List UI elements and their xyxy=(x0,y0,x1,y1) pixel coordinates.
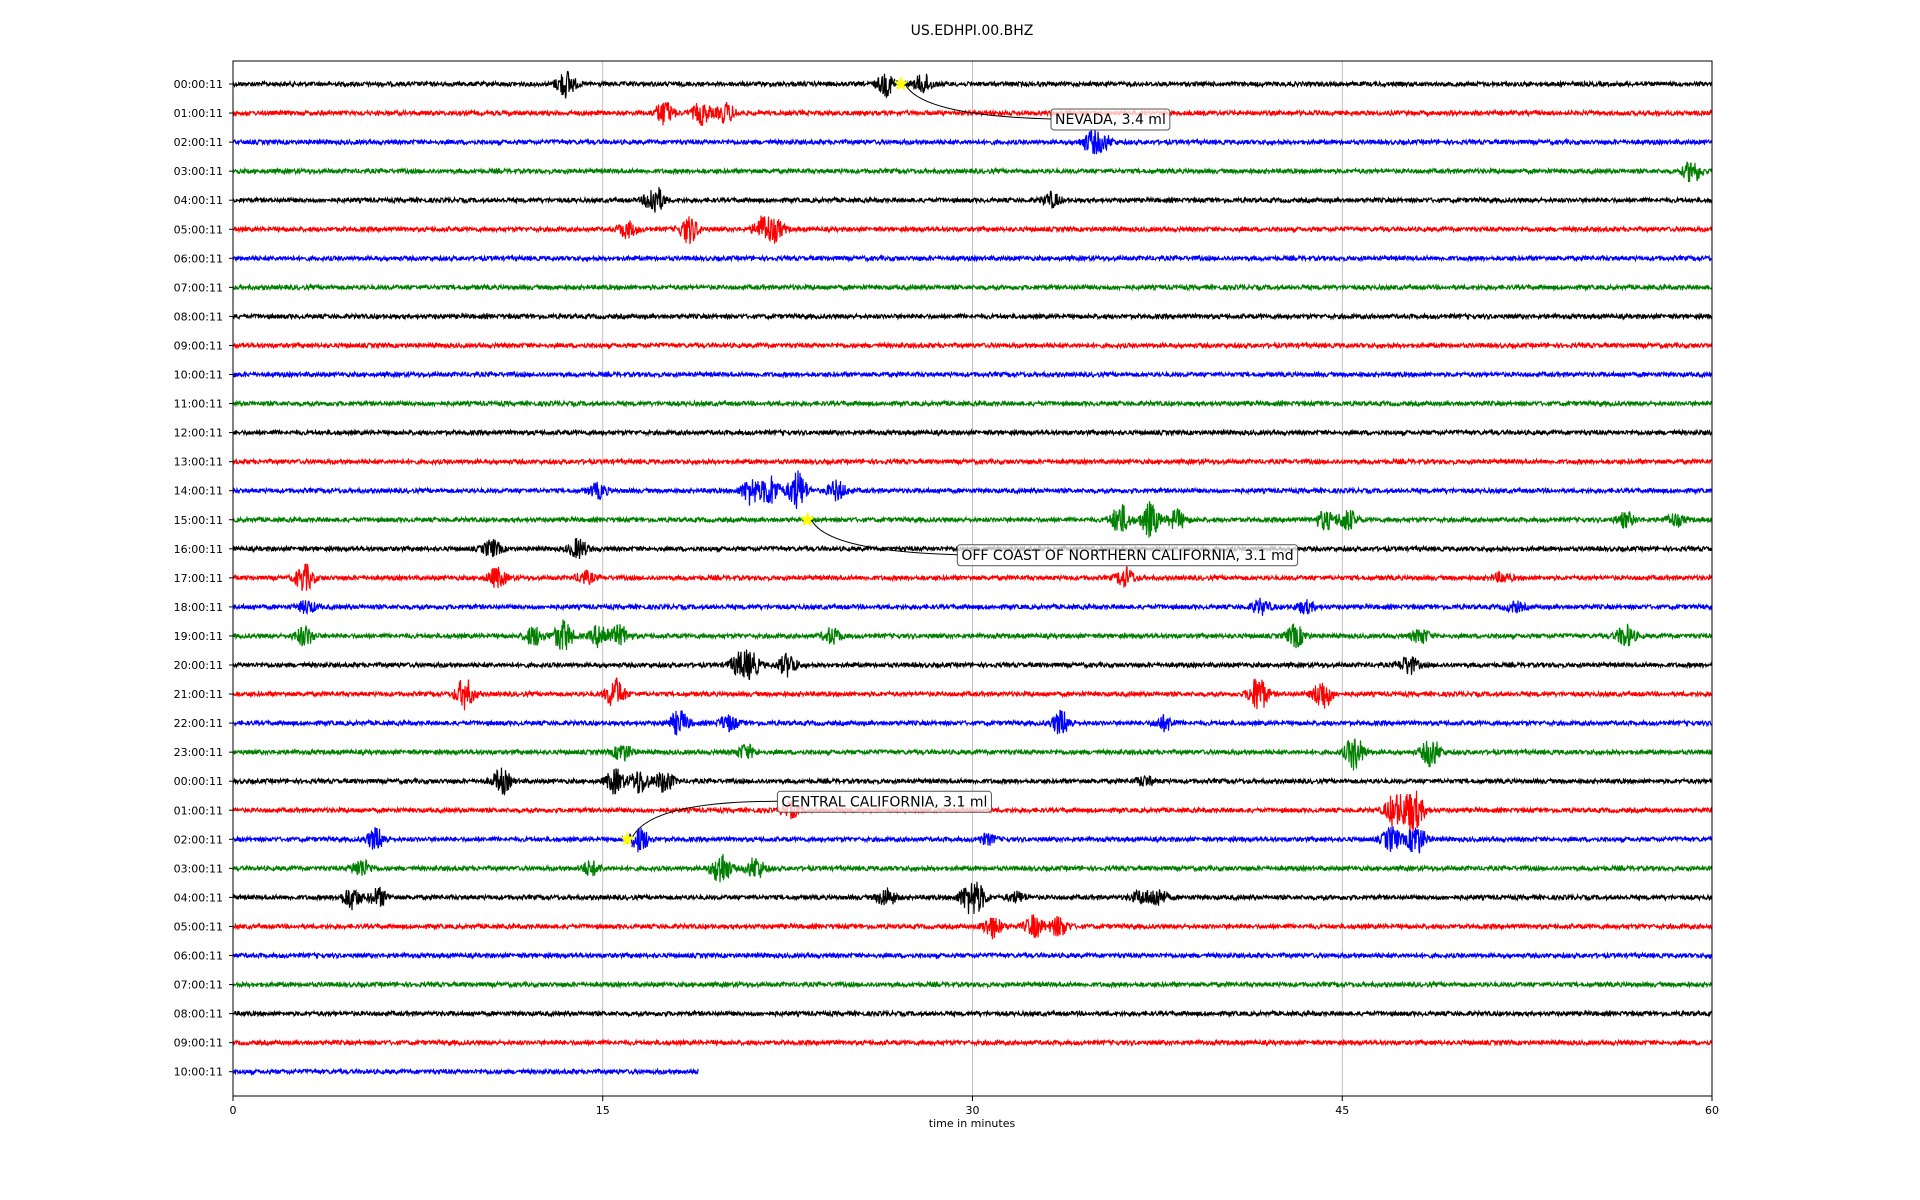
y-tick-label: 13:00:11 xyxy=(174,456,223,469)
y-tick-label: 23:00:11 xyxy=(174,746,223,759)
y-tick-label: 01:00:11 xyxy=(174,107,223,120)
trace-row-4 xyxy=(232,187,1713,213)
trace-row-34 xyxy=(232,1067,699,1077)
trace-row-17 xyxy=(232,563,1713,591)
event-arrow xyxy=(630,800,778,840)
event-label: CENTRAL CALIFORNIA, 3.1 ml xyxy=(781,794,987,810)
trace-row-12 xyxy=(232,428,1713,438)
y-tick-label: 06:00:11 xyxy=(174,950,223,963)
trace-row-18 xyxy=(232,597,1713,616)
trace-row-23 xyxy=(232,738,1713,771)
x-tick-label: 60 xyxy=(1705,1104,1719,1117)
y-tick-label: 20:00:11 xyxy=(174,659,223,672)
x-tick-label: 30 xyxy=(966,1104,980,1117)
event-label: OFF COAST OF NORTHERN CALIFORNIA, 3.1 md xyxy=(961,548,1293,564)
y-tick-label: 19:00:11 xyxy=(174,630,223,643)
trace-row-27 xyxy=(232,853,1713,883)
x-tick-label: 15 xyxy=(596,1104,610,1117)
plot-frame xyxy=(232,60,1713,1097)
y-tick-label: 16:00:11 xyxy=(174,543,223,556)
y-tick-label: 18:00:11 xyxy=(174,601,223,614)
event-label: NEVADA, 3.4 ml xyxy=(1055,112,1166,128)
y-tick-label: 07:00:11 xyxy=(174,979,223,992)
trace-row-8 xyxy=(232,311,1713,321)
y-tick-label: 09:00:11 xyxy=(174,1037,223,1050)
chart-title: US.EDHPI.00.BHZ xyxy=(911,23,1034,39)
trace-row-3 xyxy=(232,161,1713,183)
trace-row-1 xyxy=(232,101,1713,126)
event-star-icon xyxy=(619,831,635,846)
y-tick-label: 04:00:11 xyxy=(174,891,223,904)
event-star-icon xyxy=(893,76,909,91)
x-axis: 0 15 30 45 60 xyxy=(230,1096,1719,1117)
y-tick-label: 10:00:11 xyxy=(174,1066,223,1079)
y-tick-label: 00:00:11 xyxy=(174,78,223,91)
event-label-box xyxy=(1050,108,1171,131)
trace-row-29 xyxy=(232,914,1713,940)
trace-row-26 xyxy=(232,826,1713,854)
y-tick-labels: 00:00:11 01:00:11 02:00:11 03:00:11 04:00:11… xyxy=(174,78,233,1079)
trace-row-7 xyxy=(232,282,1713,292)
event-label-box xyxy=(956,544,1299,567)
trace-row-31 xyxy=(232,980,1713,990)
trace-row-19 xyxy=(232,619,1713,651)
trace-row-30 xyxy=(232,951,1713,961)
trace-row-20 xyxy=(232,649,1713,681)
trace-row-21 xyxy=(232,677,1713,711)
y-tick-label: 00:00:11 xyxy=(174,775,223,788)
trace-row-28 xyxy=(232,881,1713,915)
trace-row-24 xyxy=(232,767,1713,797)
x-tick-label: 45 xyxy=(1335,1104,1349,1117)
y-tick-label: 14:00:11 xyxy=(174,485,223,498)
y-tick-label: 06:00:11 xyxy=(174,252,223,265)
trace-row-22 xyxy=(232,709,1713,736)
seismic-traces xyxy=(232,70,1713,1077)
y-tick-label: 15:00:11 xyxy=(174,514,223,527)
y-tick-label: 02:00:11 xyxy=(174,136,223,149)
trace-row-5 xyxy=(232,215,1713,245)
event-star-icon xyxy=(799,511,815,527)
x-axis-label: time in minutes xyxy=(929,1117,1016,1130)
y-tick-label: 08:00:11 xyxy=(174,1008,223,1021)
trace-row-6 xyxy=(232,253,1713,263)
event-annotations: NEVADA, 3.4 ml OFF COAST OF NORTHERN CALI… xyxy=(619,76,1299,846)
y-tick-label: 03:00:11 xyxy=(174,165,223,178)
x-tick-label: 0 xyxy=(230,1104,237,1117)
y-tick-label: 07:00:11 xyxy=(174,281,223,294)
y-tick-label: 05:00:11 xyxy=(174,920,223,933)
trace-row-0 xyxy=(232,70,1713,99)
y-tick-label: 01:00:11 xyxy=(174,804,223,817)
y-tick-label: 02:00:11 xyxy=(174,833,223,846)
event-arrow xyxy=(904,83,1052,120)
trace-row-9 xyxy=(232,341,1713,350)
y-tick-label: 21:00:11 xyxy=(174,688,223,701)
y-tick-label: 03:00:11 xyxy=(174,862,223,875)
trace-row-2 xyxy=(232,129,1713,155)
trace-row-32 xyxy=(232,1009,1713,1019)
trace-row-15 xyxy=(232,501,1713,538)
trace-row-33 xyxy=(232,1038,1713,1048)
y-tick-label: 04:00:11 xyxy=(174,194,223,207)
trace-row-11 xyxy=(232,399,1713,409)
y-tick-label: 08:00:11 xyxy=(174,310,223,323)
y-tick-label: 05:00:11 xyxy=(174,223,223,236)
trace-row-10 xyxy=(232,369,1713,379)
trace-row-13 xyxy=(232,457,1713,467)
trace-row-14 xyxy=(232,470,1713,510)
y-tick-label: 10:00:11 xyxy=(174,369,223,382)
y-tick-label: 09:00:11 xyxy=(174,339,223,352)
event-arrow xyxy=(810,519,958,556)
y-tick-label: 22:00:11 xyxy=(174,717,223,730)
y-tick-label: 12:00:11 xyxy=(174,427,223,440)
y-tick-label: 17:00:11 xyxy=(174,572,223,585)
y-tick-label: 11:00:11 xyxy=(174,398,223,411)
